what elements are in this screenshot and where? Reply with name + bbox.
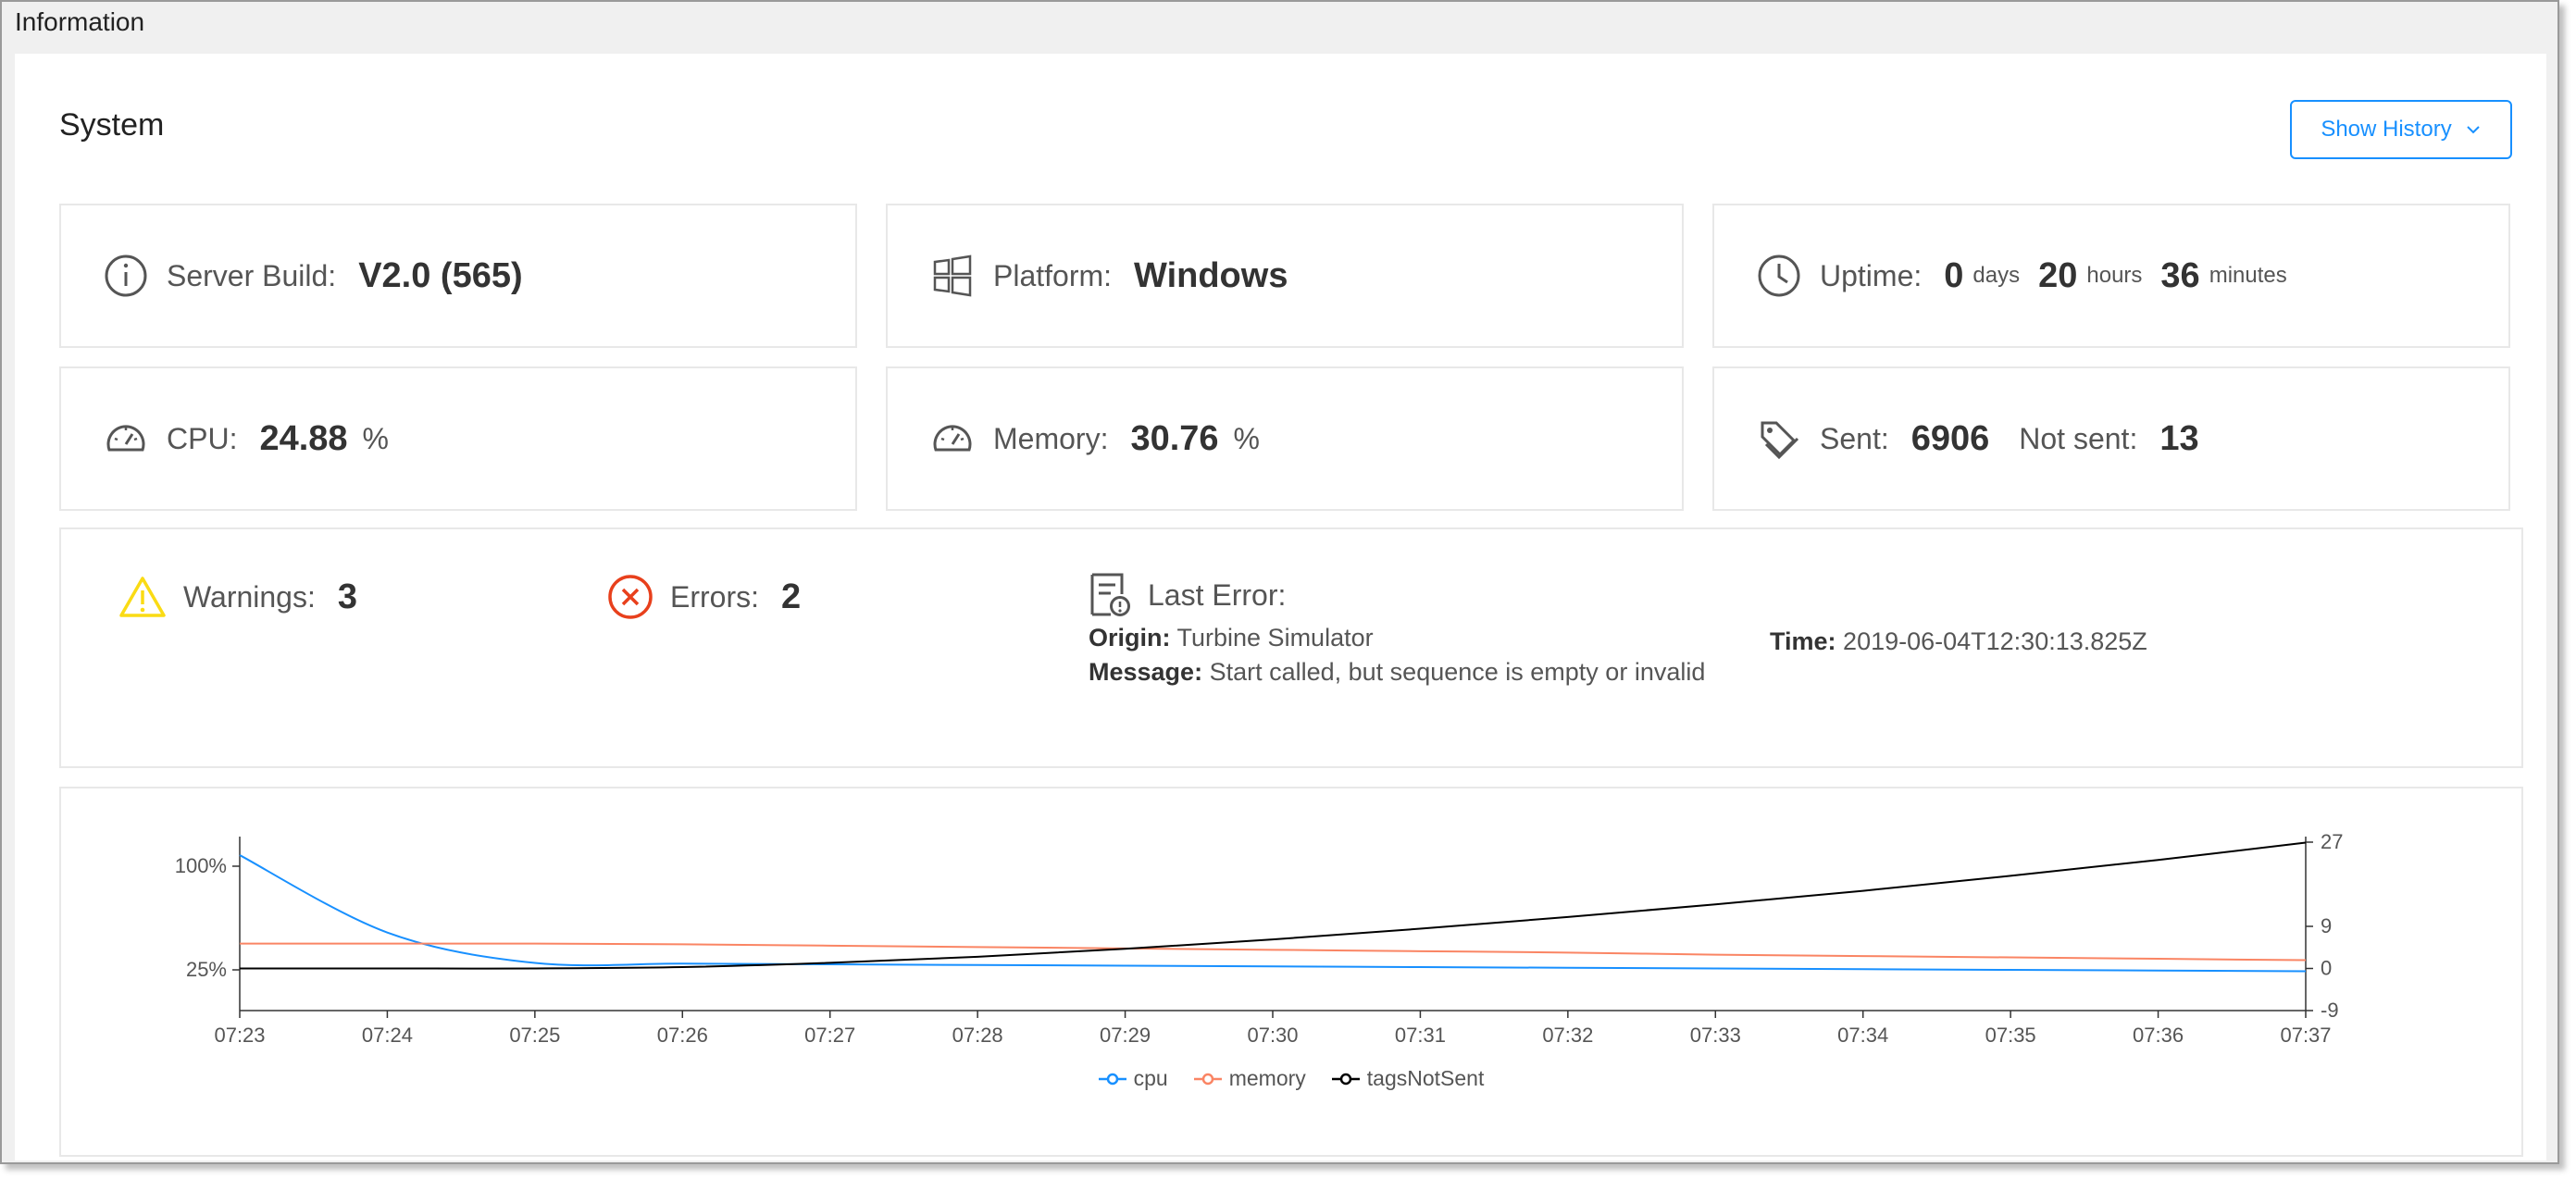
server-build-label: Server Build: [167, 258, 337, 292]
x-tick-label: 07:24 [362, 1024, 413, 1047]
legend-item-tags[interactable]: tagsNotSent [1331, 1066, 1485, 1091]
memory-value: 30.76 [1130, 418, 1219, 458]
x-tick-label: 07:30 [1247, 1024, 1298, 1047]
uptime-hours-unit: hours [2086, 263, 2143, 288]
x-tick-label: 07:26 [657, 1024, 708, 1047]
system-panel: System Show History Server Build: V2.0 (… [15, 54, 2546, 1160]
not-sent-value: 13 [2159, 418, 2199, 458]
error-message: Message: Start called, but sequence is e… [1089, 658, 1705, 687]
cpu-card: CPU: 24.88 % [59, 366, 857, 511]
not-sent-label: Not sent: [2019, 421, 2138, 455]
chevron-down-icon [2466, 126, 2480, 134]
legend-marker-tags [1331, 1073, 1360, 1085]
x-tick-label: 07:32 [1542, 1024, 1593, 1047]
status-card: Warnings: 3 Errors: 2 Last Error: Origin… [59, 527, 2523, 768]
origin-value: Turbine Simulator [1176, 624, 1374, 652]
error-time: Time: 2019-06-04T12:30:13.825Z [1770, 627, 2147, 656]
show-history-label: Show History [2321, 117, 2452, 142]
section-title: System [59, 107, 165, 143]
tag-icon [1761, 421, 1799, 460]
uptime-label: Uptime: [1820, 258, 1923, 292]
y-right-tick-label: 9 [2321, 914, 2332, 937]
legend-marker-cpu [1098, 1073, 1126, 1085]
warnings-value: 3 [337, 577, 357, 616]
tags-card: Sent: 6906 Not sent: 13 [1712, 366, 2510, 511]
x-tick-label: 07:27 [804, 1024, 855, 1047]
info-icon [105, 254, 147, 297]
x-tick-label: 07:28 [952, 1024, 1003, 1047]
x-tick-label: 07:36 [2133, 1024, 2184, 1047]
sent-value: 6906 [1910, 418, 1990, 458]
message-label: Message: [1089, 658, 1203, 686]
x-tick-label: 07:35 [1985, 1024, 2036, 1047]
legend-label-cpu: cpu [1133, 1066, 1168, 1090]
uptime-minutes-value: 36 [2160, 255, 2200, 295]
series-line-tagsNotSent [240, 841, 2307, 970]
legend-item-cpu[interactable]: cpu [1098, 1066, 1168, 1091]
warnings-label: Warnings: [183, 579, 316, 614]
y-left-tick-label: 25% [186, 958, 227, 981]
memory-card: Memory: 30.76 % [886, 366, 1684, 511]
warnings-stat: Warnings: 3 [118, 576, 357, 618]
x-tick-label: 07:25 [509, 1024, 560, 1047]
uptime-minutes-unit: minutes [2209, 263, 2287, 288]
platform-label: Platform: [993, 258, 1113, 292]
last-error-title: Last Error: [1148, 577, 1287, 612]
windows-icon [933, 254, 972, 297]
warning-icon [119, 577, 166, 617]
cpu-label: CPU: [167, 421, 238, 455]
origin-label: Origin: [1089, 624, 1171, 652]
y-right-tick-label: 27 [2321, 830, 2343, 853]
sent-label: Sent: [1820, 421, 1889, 455]
x-tick-label: 07:33 [1690, 1024, 1741, 1047]
history-chart-card: 07:23 07:24 07:25 07:26 07:27 07:28 07:29 07:30… [59, 787, 2523, 1157]
uptime-days-value: 0 [1944, 255, 1964, 295]
uptime-days-unit: days [1972, 263, 2021, 288]
chart-legend: cpu memory tagsNotSent [61, 1066, 2521, 1091]
show-history-button[interactable]: Show History [2290, 100, 2512, 159]
last-error-block: Last Error: Origin: Turbine Simulator Me… [1089, 572, 1705, 687]
cpu-value: 24.88 [259, 418, 348, 458]
y-right-tick-label: 0 [2321, 957, 2332, 980]
server-build-value: V2.0 (565) [358, 255, 523, 295]
message-value: Start called, but sequence is empty or i… [1209, 658, 1706, 686]
clock-icon [1758, 254, 1800, 297]
history-chart: 07:23 07:24 07:25 07:26 07:27 07:28 07:29 07:30… [175, 830, 2344, 1047]
errors-label: Errors: [670, 579, 759, 614]
series-line-memory [240, 942, 2307, 962]
error-icon [608, 575, 653, 619]
window-title: Information [15, 7, 145, 36]
server-build-card: Server Build: V2.0 (565) [59, 204, 857, 348]
series-line-cpu [239, 854, 2307, 973]
errors-stat: Errors: 2 [607, 574, 801, 620]
legend-marker-memory [1193, 1073, 1222, 1085]
platform-value: Windows [1134, 255, 1288, 295]
legend-label-memory: memory [1228, 1066, 1306, 1090]
uptime-card: Uptime: 0 days 20 hours 36 minutes [1712, 204, 2510, 348]
platform-card: Platform: Windows [886, 204, 1684, 348]
x-tick-label: 07:34 [1837, 1024, 1888, 1047]
time-label: Time: [1770, 627, 1836, 655]
memory-unit: % [1233, 421, 1260, 455]
x-tick-label: 07:29 [1100, 1024, 1151, 1047]
memory-label: Memory: [993, 421, 1109, 455]
time-value: 2019-06-04T12:30:13.825Z [1843, 627, 2147, 655]
legend-item-memory[interactable]: memory [1193, 1066, 1306, 1091]
cpu-unit: % [362, 421, 389, 455]
error-origin: Origin: Turbine Simulator [1089, 624, 1705, 652]
x-tick-label: 07:31 [1395, 1024, 1446, 1047]
dashboard-icon [933, 425, 972, 452]
dashboard-icon [106, 425, 145, 452]
x-tick-label: 07:23 [214, 1024, 265, 1047]
y-right-tick-label: -9 [2321, 999, 2339, 1022]
y-left-tick-label: 100% [175, 854, 227, 877]
error-report-icon [1090, 573, 1130, 616]
x-tick-label: 07:37 [2280, 1024, 2331, 1047]
errors-value: 2 [781, 577, 802, 616]
legend-label-tags: tagsNotSent [1366, 1066, 1485, 1090]
uptime-hours-value: 20 [2038, 255, 2078, 295]
